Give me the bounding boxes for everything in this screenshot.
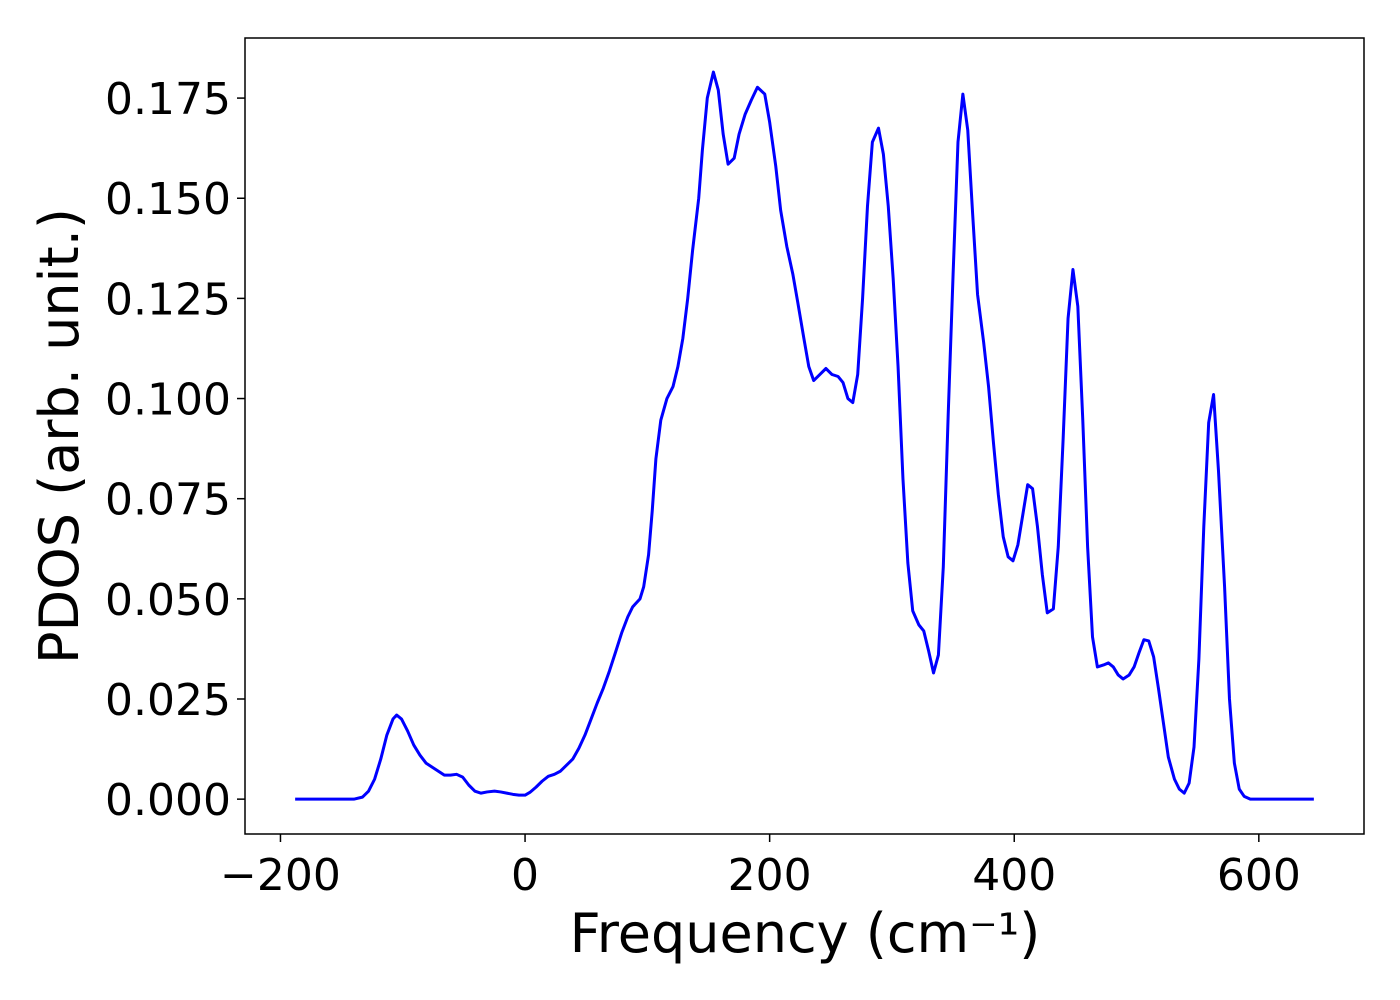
- x-tick-label: 0: [511, 850, 539, 901]
- data-line: [295, 70, 1314, 801]
- y-tick-label: 0.025: [105, 675, 231, 726]
- y-tick-label: 0.150: [105, 174, 231, 225]
- x-tick-label: 200: [728, 850, 812, 901]
- plot-frame: [244, 37, 1365, 835]
- y-tick-label: 0.100: [105, 375, 231, 426]
- x-tick-label: 600: [1217, 850, 1301, 901]
- x-axis-label: Frequency (cm⁻¹): [570, 902, 1041, 965]
- y-tick-label: 0.175: [105, 74, 231, 125]
- y-tick-label: 0.125: [105, 274, 231, 325]
- x-tick-label: −200: [220, 850, 341, 901]
- y-tick-label: 0.075: [105, 475, 231, 526]
- y-tick-label: 0.000: [105, 775, 231, 826]
- y-axis-label: PDOS (arb. unit.): [28, 208, 91, 664]
- x-tick-label: 400: [972, 850, 1056, 901]
- y-tick-label: 0.050: [105, 575, 231, 626]
